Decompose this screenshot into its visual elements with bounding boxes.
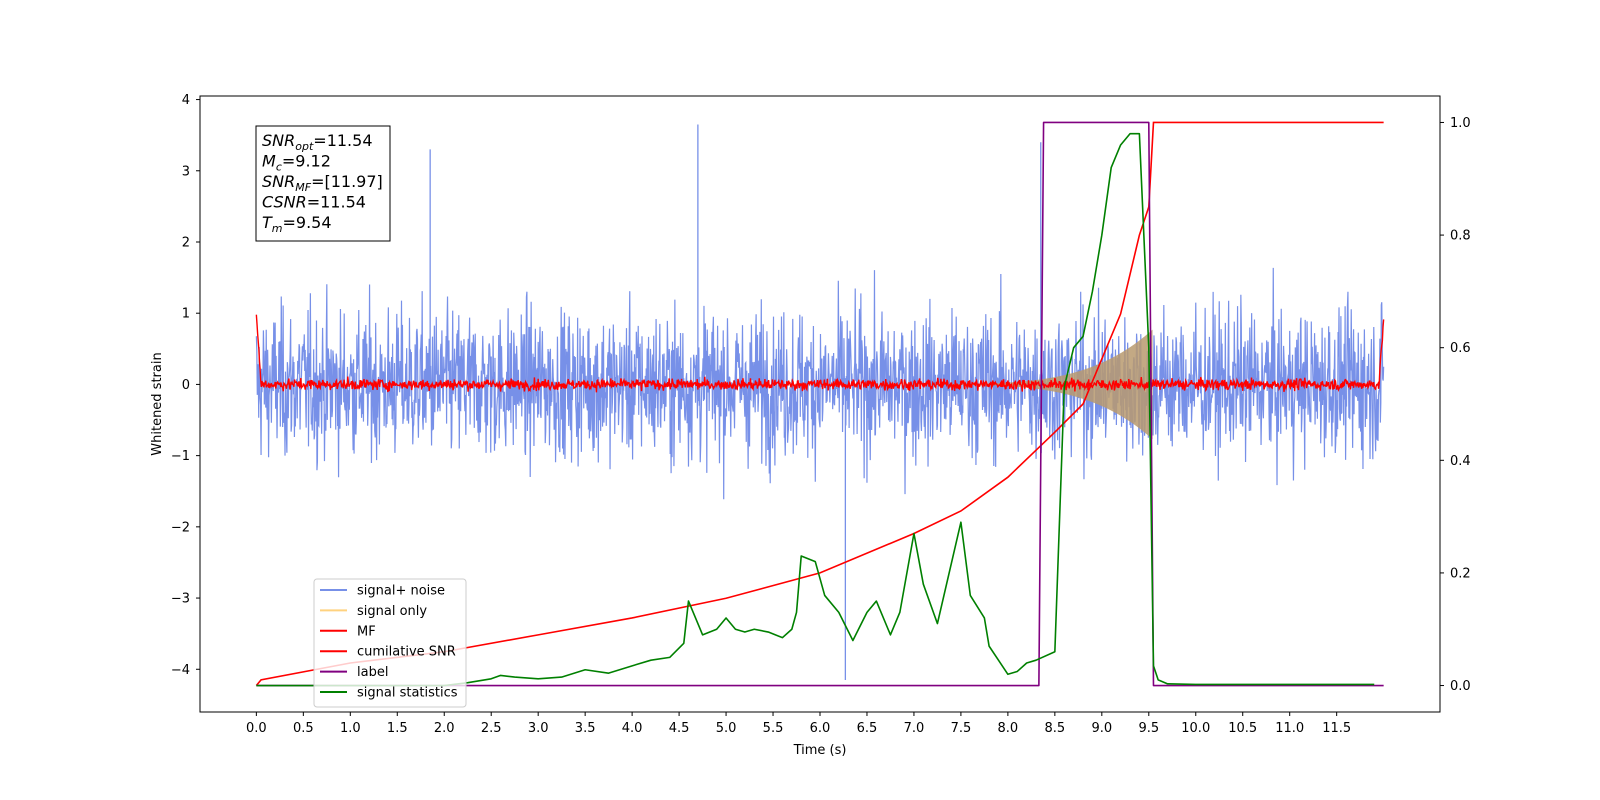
x-tick-label: 3.5: [575, 721, 596, 736]
series-cumulative-snr: [255, 121, 1384, 687]
info-line: Tm=9.54: [262, 213, 332, 235]
x-axis-label: Time (s): [793, 743, 847, 758]
x-tick-label: 11.5: [1322, 721, 1351, 736]
x-tick-label: 0.0: [246, 721, 267, 736]
x-tick-label: 3.0: [528, 721, 549, 736]
y-left-tick-label: −1: [171, 449, 190, 464]
x-tick-label: 6.5: [857, 721, 878, 736]
info-line: Mc=9.12: [262, 152, 331, 174]
y-left-tick-label: −3: [171, 592, 190, 607]
plot-area: [255, 121, 1385, 687]
info-box: SNRopt=11.54Mc=9.12SNRMF=[11.97]CSNR=11.…: [255, 125, 391, 242]
y-left-tick-label: 1: [182, 307, 190, 322]
legend-entry: label: [357, 665, 388, 680]
y-left-axis: 4 3 2 1 0 −1 −2 −3 −4: [171, 93, 200, 678]
x-tick-label: 6.0: [810, 721, 831, 736]
y-left-tick-label: 3: [182, 164, 190, 179]
x-tick-label: 9.0: [1091, 721, 1112, 736]
y-left-tick-label: 4: [182, 93, 190, 108]
x-tick-label: 10.0: [1181, 721, 1210, 736]
y-right-tick-label: 0.4: [1450, 454, 1471, 469]
legend-entry: signal statistics: [357, 686, 458, 701]
x-tick-label: 1.5: [387, 721, 408, 736]
x-tick-label: 9.5: [1138, 721, 1159, 736]
y-axis-label: Whitened strain: [150, 352, 165, 455]
series-signal-noise: [255, 267, 1385, 500]
x-tick-label: 1.0: [340, 721, 361, 736]
x-tick-label: 4.0: [622, 721, 643, 736]
y-left-tick-label: −4: [171, 663, 190, 678]
x-tick-label: 11.0: [1275, 721, 1304, 736]
y-right-axis: 1.0 0.8 0.6 0.4 0.2 0.0: [1440, 116, 1471, 694]
info-box-frame: [255, 125, 391, 242]
x-tick-label: 7.0: [904, 721, 925, 736]
y-left-tick-label: 0: [182, 378, 190, 393]
x-tick-label: 5.0: [716, 721, 737, 736]
info-line: SNRMF=[11.97]: [262, 172, 383, 194]
x-tick-label: 7.5: [951, 721, 972, 736]
x-tick-label: 0.5: [293, 721, 314, 736]
legend-entry: signal+ noise: [357, 584, 445, 599]
y-right-tick-label: 0.6: [1450, 341, 1471, 356]
legend-entry: signal only: [357, 604, 427, 619]
series-label: [256, 121, 1384, 687]
x-tick-label: 2.5: [481, 721, 502, 736]
x-tick-label: 8.0: [998, 721, 1019, 736]
y-right-tick-label: 1.0: [1450, 116, 1471, 131]
legend-entry: MF: [357, 624, 376, 639]
y-left-tick-label: 2: [182, 235, 190, 250]
info-line: CSNR=11.54: [262, 193, 366, 212]
y-right-tick-label: 0.0: [1450, 679, 1471, 694]
x-tick-label: 4.5: [669, 721, 690, 736]
y-right-tick-label: 0.8: [1450, 229, 1471, 244]
x-tick-label: 2.0: [434, 721, 455, 736]
info-line: SNRopt=11.54: [262, 131, 373, 153]
y-left-tick-label: −2: [171, 520, 190, 535]
x-tick-label: 8.5: [1045, 721, 1066, 736]
y-right-tick-label: 0.2: [1450, 566, 1471, 581]
series-signal-statistics: [256, 132, 1375, 687]
series-mf: [255, 314, 1385, 393]
x-axis: 0.0 0.5 1.0 1.5 2.0 2.5 3.0 3.5 4.0 4.5 5.0 5.5 6.0 6…: [246, 712, 1351, 736]
legend-frame: [313, 578, 467, 708]
legend-entry: cumilative SNR: [357, 645, 456, 660]
x-tick-label: 5.5: [763, 721, 784, 736]
legend: signal+ noise signal only MF cumilative SNR…: [313, 578, 467, 708]
x-tick-label: 10.5: [1228, 721, 1257, 736]
